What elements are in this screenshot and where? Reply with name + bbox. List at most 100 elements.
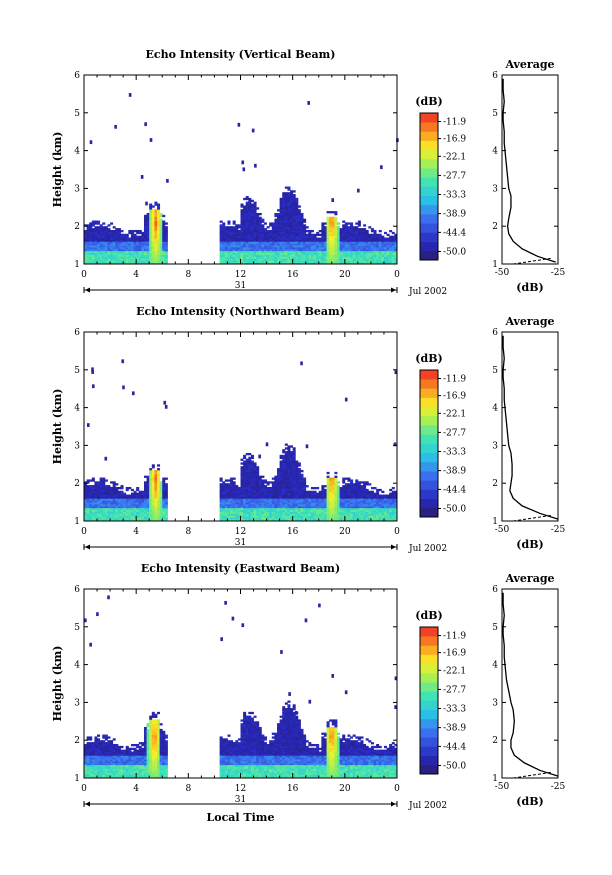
colorbar-tick-label: -33.3 bbox=[443, 705, 466, 715]
y-tick-label: 6 bbox=[74, 328, 80, 338]
y-tick-label: 6 bbox=[74, 71, 80, 81]
colorbar-segment bbox=[420, 232, 438, 242]
x-tick-label: 8 bbox=[185, 270, 191, 280]
colorbar-tick-label: -11.9 bbox=[443, 632, 466, 642]
y-tick-label: 5 bbox=[74, 623, 80, 633]
colorbar-segment bbox=[420, 443, 438, 453]
date-label: Jul 2002 bbox=[408, 287, 447, 297]
colorbar-tick-label: -16.9 bbox=[443, 649, 466, 659]
day-label: 31 bbox=[235, 795, 246, 805]
x-tick-label: 4 bbox=[133, 527, 139, 537]
colorbar-tick-label: -22.1 bbox=[443, 666, 466, 676]
colorbar-segment bbox=[420, 149, 438, 160]
colorbar-segment bbox=[420, 204, 438, 215]
x-tick-label: 0 bbox=[394, 527, 400, 537]
colorbar-segment bbox=[420, 250, 438, 261]
average-secondary-line bbox=[513, 514, 552, 522]
average-y-tick-label: 2 bbox=[492, 222, 498, 232]
x-axis-label: Local Time bbox=[207, 811, 275, 824]
colorbar-segment bbox=[420, 379, 438, 389]
x-tick-label: 20 bbox=[339, 527, 351, 537]
day-bar: 31 Jul 2002 bbox=[83, 538, 447, 554]
average-title: Average bbox=[504, 315, 554, 328]
y-tick-label: 1 bbox=[74, 517, 80, 527]
colorbar-tick-label: -27.7 bbox=[443, 171, 466, 181]
average-y-tick-label: 4 bbox=[492, 404, 498, 414]
x-tick-label: 12 bbox=[235, 270, 246, 280]
colorbar-tick-label: -27.7 bbox=[443, 685, 466, 695]
colorbar-segment bbox=[420, 645, 438, 655]
average-y-tick-label: 2 bbox=[492, 736, 498, 746]
colorbar-segment bbox=[420, 122, 438, 132]
average-x-label: (dB) bbox=[516, 795, 543, 808]
average-y-tick-label: 3 bbox=[492, 184, 498, 194]
panel-title: Echo Intensity (Northward Beam) bbox=[136, 305, 345, 318]
colorbar-segment bbox=[420, 737, 438, 747]
y-tick-label: 4 bbox=[74, 404, 80, 414]
colorbar-label: (dB) bbox=[415, 609, 442, 622]
colorbar-segment bbox=[420, 636, 438, 646]
colorbar-segment bbox=[420, 434, 438, 444]
heatmap-cells bbox=[84, 359, 398, 522]
colorbar-segment bbox=[420, 718, 438, 729]
y-tick-label: 3 bbox=[74, 184, 80, 194]
average-x-tick-label: -25 bbox=[551, 268, 566, 278]
colorbar-segment bbox=[420, 461, 438, 472]
panel-title: Echo Intensity (Eastward Beam) bbox=[141, 562, 340, 575]
average-y-tick-label: 6 bbox=[492, 585, 498, 595]
average-y-tick-label: 1 bbox=[492, 260, 498, 270]
day-bar: 31 Jul 2002 bbox=[83, 281, 447, 297]
colorbar-tick-label: -50.0 bbox=[443, 247, 466, 257]
colorbar-segment bbox=[420, 764, 438, 775]
colorbar-tick-label: -38.9 bbox=[443, 724, 466, 734]
average-y-tick-label: 5 bbox=[492, 109, 498, 119]
colorbar-segment bbox=[420, 709, 438, 720]
x-tick-label: 20 bbox=[339, 270, 351, 280]
y-axis: 1 2 3 4 5 6 bbox=[74, 585, 397, 784]
average-panel: Average 1 2 3 4 5 6 -50 -25 (dB) bbox=[492, 315, 565, 551]
average-y-tick-label: 5 bbox=[492, 623, 498, 633]
colorbar-frame bbox=[419, 626, 439, 775]
y-tick-label: 2 bbox=[74, 736, 80, 746]
date-label: Jul 2002 bbox=[408, 544, 447, 554]
colorbar-tick-label: -44.4 bbox=[443, 228, 466, 238]
colorbar-tick-label: -22.1 bbox=[443, 409, 466, 419]
average-frame bbox=[501, 588, 559, 779]
average-secondary-line bbox=[513, 257, 552, 265]
average-secondary-line bbox=[513, 771, 552, 779]
average-y-tick-label: 5 bbox=[492, 366, 498, 376]
x-axis: 0 4 8 12 16 20 0 bbox=[81, 589, 400, 794]
average-x-tick-label: -50 bbox=[495, 525, 510, 535]
y-axis: 1 2 3 4 5 6 bbox=[74, 328, 397, 527]
average-frame bbox=[501, 74, 559, 265]
average-y-tick-label: 6 bbox=[492, 328, 498, 338]
average-title: Average bbox=[504, 58, 554, 71]
average-x-label: (dB) bbox=[516, 281, 543, 294]
average-x-tick-label: -50 bbox=[495, 268, 510, 278]
average-y-tick-label: 2 bbox=[492, 479, 498, 489]
average-y-tick-label: 1 bbox=[492, 774, 498, 784]
x-tick-label: 8 bbox=[185, 527, 191, 537]
x-tick-label: 0 bbox=[81, 784, 87, 794]
y-tick-label: 5 bbox=[74, 109, 80, 119]
panel-title: Echo Intensity (Vertical Beam) bbox=[145, 48, 335, 61]
y-tick-label: 2 bbox=[74, 479, 80, 489]
average-panel: Average 1 2 3 4 5 6 -50 -25 (dB) bbox=[492, 572, 565, 808]
colorbar-segment bbox=[420, 415, 438, 426]
colorbar-segment bbox=[420, 755, 438, 766]
x-tick-label: 0 bbox=[394, 270, 400, 280]
colorbar-segment bbox=[420, 480, 438, 490]
colorbar-tick-label: -22.1 bbox=[443, 152, 466, 162]
y-axis-label: Height (km) bbox=[51, 132, 64, 208]
x-tick-label: 16 bbox=[287, 527, 299, 537]
average-profile-line bbox=[502, 592, 559, 777]
colorbar-tick-label: -16.9 bbox=[443, 135, 466, 145]
colorbar-segment bbox=[420, 425, 438, 435]
x-tick-label: 12 bbox=[235, 527, 246, 537]
y-axis-label: Height (km) bbox=[51, 646, 64, 722]
colorbar-segment bbox=[420, 452, 438, 463]
average-y-tick-label: 4 bbox=[492, 147, 498, 157]
colorbar-segment bbox=[420, 471, 438, 481]
colorbar-segment bbox=[420, 388, 438, 398]
